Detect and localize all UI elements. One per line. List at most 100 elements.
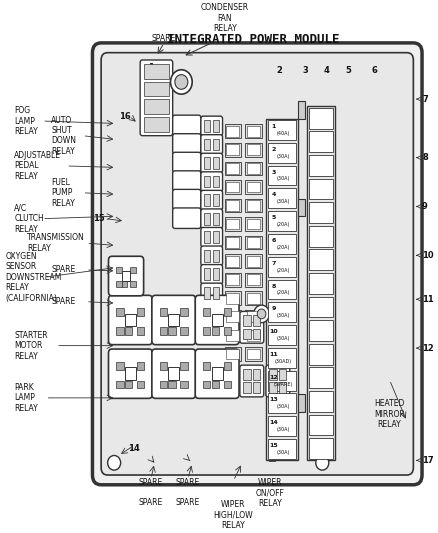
Bar [268, 302, 296, 322]
Text: STARTER
MOTOR
RELAY: STARTER MOTOR RELAY [14, 331, 48, 360]
Circle shape [254, 305, 269, 322]
Text: 11: 11 [269, 352, 278, 357]
FancyBboxPatch shape [201, 190, 223, 210]
Text: 11: 11 [422, 295, 434, 304]
Bar [180, 309, 188, 316]
Bar [225, 161, 241, 175]
Text: 16: 16 [119, 111, 131, 120]
Bar [212, 314, 223, 326]
Text: (20A): (20A) [276, 268, 290, 272]
Bar [268, 279, 296, 300]
Text: 5: 5 [272, 215, 276, 220]
Text: HEATED
MIRROR
RELAY: HEATED MIRROR RELAY [374, 399, 405, 429]
Bar [168, 381, 176, 388]
FancyBboxPatch shape [109, 349, 152, 398]
Bar [226, 200, 240, 211]
Bar [247, 274, 260, 285]
Bar [225, 199, 241, 212]
Text: TRANSMISSION
RELAY: TRANSMISSION RELAY [28, 233, 85, 253]
Bar [245, 143, 261, 157]
Bar [212, 327, 219, 335]
Text: SPARE: SPARE [51, 265, 75, 274]
Text: 15: 15 [93, 214, 105, 223]
Bar [226, 219, 240, 229]
FancyBboxPatch shape [201, 228, 223, 247]
Text: 4: 4 [272, 192, 276, 197]
Text: 9: 9 [272, 306, 276, 311]
Bar [268, 234, 296, 254]
Bar [180, 381, 188, 388]
Text: 5: 5 [346, 66, 351, 75]
Text: CONDENSER
FAN
RELAY: CONDENSER FAN RELAY [201, 3, 249, 33]
Bar [122, 281, 127, 287]
Bar [247, 182, 260, 192]
Bar [137, 362, 145, 369]
Bar [226, 163, 240, 174]
Bar [247, 144, 260, 155]
Bar [298, 101, 305, 118]
Bar [205, 213, 210, 224]
Bar [226, 330, 240, 341]
Text: (30A): (30A) [276, 427, 290, 432]
Text: 12: 12 [269, 375, 278, 379]
Text: SPARE: SPARE [176, 498, 200, 507]
Bar [244, 383, 251, 393]
Text: SPARE: SPARE [139, 479, 163, 488]
Bar [309, 155, 333, 176]
Bar [203, 309, 210, 316]
Bar [226, 126, 240, 136]
Bar [268, 325, 296, 345]
Bar [245, 161, 261, 175]
Bar [226, 144, 240, 155]
Bar [225, 236, 241, 249]
Bar [212, 367, 223, 380]
Bar [247, 293, 260, 304]
Bar [117, 362, 124, 369]
Bar [245, 217, 261, 231]
Bar [224, 327, 231, 335]
Bar [225, 124, 241, 138]
Bar [247, 126, 260, 136]
FancyBboxPatch shape [152, 295, 196, 345]
FancyBboxPatch shape [173, 189, 201, 210]
Text: 1: 1 [272, 124, 276, 129]
FancyBboxPatch shape [201, 209, 223, 229]
Text: (20A): (20A) [276, 290, 290, 295]
Bar [269, 383, 276, 393]
Bar [180, 362, 188, 369]
Bar [203, 327, 210, 335]
Text: (30A): (30A) [276, 313, 290, 318]
Bar [213, 157, 219, 169]
Bar [225, 310, 241, 324]
Bar [226, 293, 240, 304]
Bar [309, 391, 333, 411]
Bar [245, 124, 261, 138]
Text: SPARE: SPARE [139, 498, 163, 507]
Bar [205, 250, 210, 262]
Bar [117, 267, 122, 273]
Bar [226, 182, 240, 192]
Bar [130, 281, 136, 287]
Bar [225, 347, 241, 361]
Bar [245, 180, 261, 194]
Bar [226, 274, 240, 285]
Bar [130, 267, 136, 273]
Bar [309, 367, 333, 388]
Bar [268, 348, 296, 368]
Bar [309, 320, 333, 341]
Text: (20A): (20A) [276, 222, 290, 227]
Bar [245, 199, 261, 212]
Text: PARK
LAMP
RELAY: PARK LAMP RELAY [14, 383, 38, 413]
Text: SPARE: SPARE [51, 297, 75, 306]
FancyBboxPatch shape [152, 349, 196, 398]
FancyBboxPatch shape [266, 365, 290, 397]
Bar [226, 237, 240, 248]
Bar [213, 269, 219, 280]
Bar [307, 107, 336, 461]
Text: (30A): (30A) [276, 176, 290, 181]
Text: 7: 7 [272, 261, 276, 266]
FancyBboxPatch shape [201, 135, 223, 154]
Bar [268, 211, 296, 231]
Bar [247, 330, 260, 341]
Bar [213, 139, 219, 150]
